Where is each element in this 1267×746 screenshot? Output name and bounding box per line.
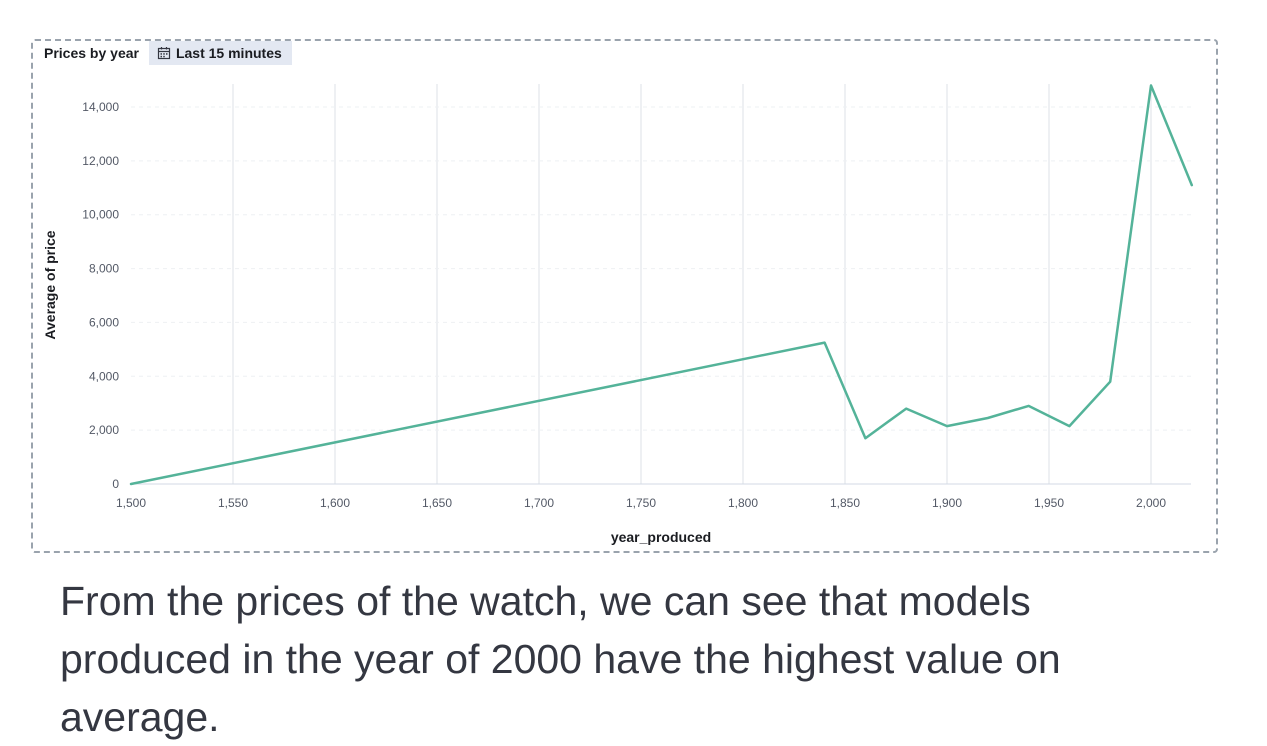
y-tick-label: 6,000 — [89, 315, 119, 329]
y-tick-label: 0 — [112, 477, 119, 491]
y-axis: 0 2,000 4,000 6,000 8,000 10,000 12,000 14,000 — [82, 100, 119, 491]
x-axis: 1,500 1,550 1,600 1,650 1,700 1,750 1,800 1,850… — [116, 496, 1166, 510]
series-line — [131, 86, 1192, 485]
x-tick-label: 1,600 — [320, 496, 350, 510]
x-tick-label: 1,850 — [830, 496, 860, 510]
y-tick-label: 14,000 — [82, 100, 119, 114]
x-tick-label: 1,900 — [932, 496, 962, 510]
caption-text: From the prices of the watch, we can see… — [60, 572, 1210, 746]
x-tick-label: 2,000 — [1136, 496, 1166, 510]
x-tick-label: 1,500 — [116, 496, 146, 510]
x-tick-label: 1,750 — [626, 496, 656, 510]
x-tick-label: 1,550 — [218, 496, 248, 510]
y-tick-label: 10,000 — [82, 208, 119, 222]
x-tick-label: 1,650 — [422, 496, 452, 510]
y-axis-title: Average of price — [42, 230, 58, 339]
x-tick-label: 1,950 — [1034, 496, 1064, 510]
series-layer — [131, 85, 1192, 484]
y-tick-label: 2,000 — [89, 423, 119, 437]
y-tick-label: 8,000 — [89, 262, 119, 276]
line-chart: 1,500 1,550 1,600 1,650 1,700 1,750 1,800 1,850… — [0, 0, 1267, 560]
y-tick-label: 12,000 — [82, 154, 119, 168]
grid-layer — [131, 84, 1191, 484]
x-tick-label: 1,800 — [728, 496, 758, 510]
y-tick-label: 4,000 — [89, 369, 119, 383]
x-axis-title: year_produced — [611, 529, 711, 545]
x-tick-label: 1,700 — [524, 496, 554, 510]
